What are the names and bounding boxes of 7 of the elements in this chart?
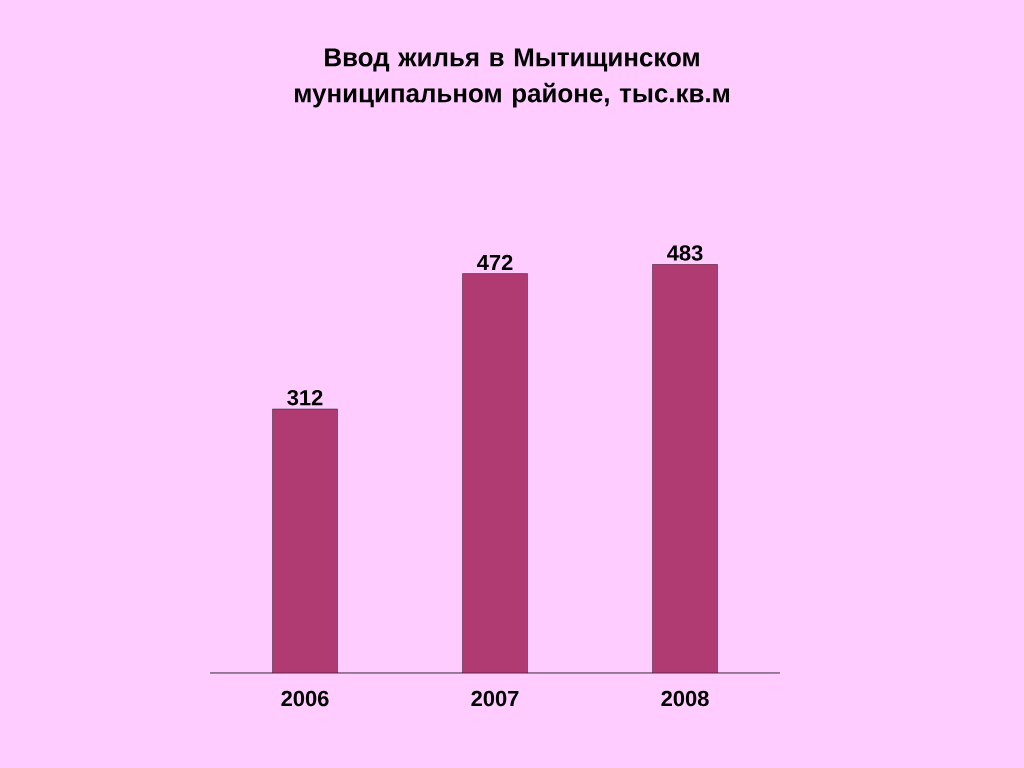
data-label: 472 [477, 254, 513, 271]
data-label: 312 [287, 389, 323, 406]
chart-title: Ввод жилья в Мытищинском муниципальном районе, тыс.кв.м [295, 48, 729, 108]
x-tick-label: 2006 [281, 690, 329, 707]
x-tick-label: 2008 [661, 690, 709, 707]
x-tick-label: 2007 [471, 690, 519, 707]
data-label: 483 [667, 245, 703, 261]
